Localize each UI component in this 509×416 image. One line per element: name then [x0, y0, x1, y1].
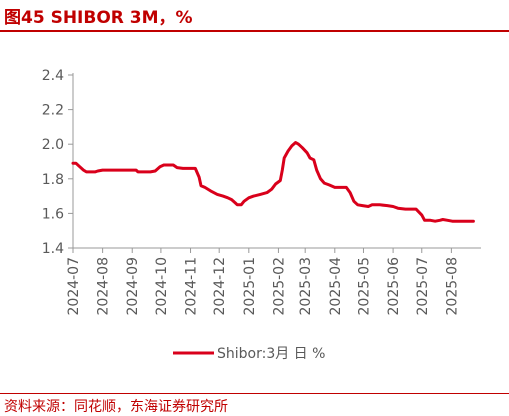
- x-axis: 2024-07 2024-08 2024-09 2024-10 2024-11 2024-…: [66, 247, 481, 316]
- y-tick-label: 2.4: [42, 68, 64, 84]
- x-tick-label: 2024-12: [212, 257, 228, 316]
- x-tick-label: 2024-08: [96, 257, 112, 316]
- x-tick-label: 2025-02: [271, 257, 287, 316]
- legend: Shibor:3月 日 %: [173, 346, 325, 362]
- y-tick-label: 1.4: [42, 241, 64, 257]
- x-tick-label: 2024-07: [66, 257, 82, 316]
- x-tick-label: 2025-08: [444, 257, 460, 316]
- legend-label: Shibor:3月 日 %: [217, 346, 325, 362]
- series-line: [71, 141, 475, 223]
- x-tick-label: 2025-03: [298, 257, 314, 316]
- x-tick-label: 2025-04: [328, 257, 344, 316]
- y-tick-label: 2.2: [42, 103, 64, 119]
- y-tick-label: 1.8: [42, 172, 64, 188]
- source-note: 资料来源：同花顺，东海证券研究所: [4, 399, 228, 415]
- x-tick-label: 2025-01: [242, 257, 258, 316]
- x-tick-label: 2024-10: [154, 257, 170, 316]
- source-rule: [0, 393, 509, 394]
- y-axis: 1.4 1.6 1.8 2.0 2.2 2.4: [42, 68, 74, 257]
- x-tick-label: 2024-09: [125, 257, 141, 316]
- x-tick-label: 2025-07: [415, 257, 431, 316]
- line-chart: 1.4 1.6 1.8 2.0 2.2 2.4 2024-07 2024-08 2024-09…: [42, 68, 481, 362]
- x-tick-label: 2024-11: [184, 257, 200, 316]
- series-group: [71, 141, 475, 223]
- title-rule: [0, 30, 509, 32]
- y-tick-label: 1.6: [42, 206, 64, 222]
- y-tick-label: 2.0: [42, 137, 64, 153]
- x-tick-label: 2025-05: [356, 257, 372, 316]
- x-tick-label: 2025-06: [386, 257, 402, 316]
- chart-title: 图45 SHIBOR 3M，%: [4, 8, 193, 28]
